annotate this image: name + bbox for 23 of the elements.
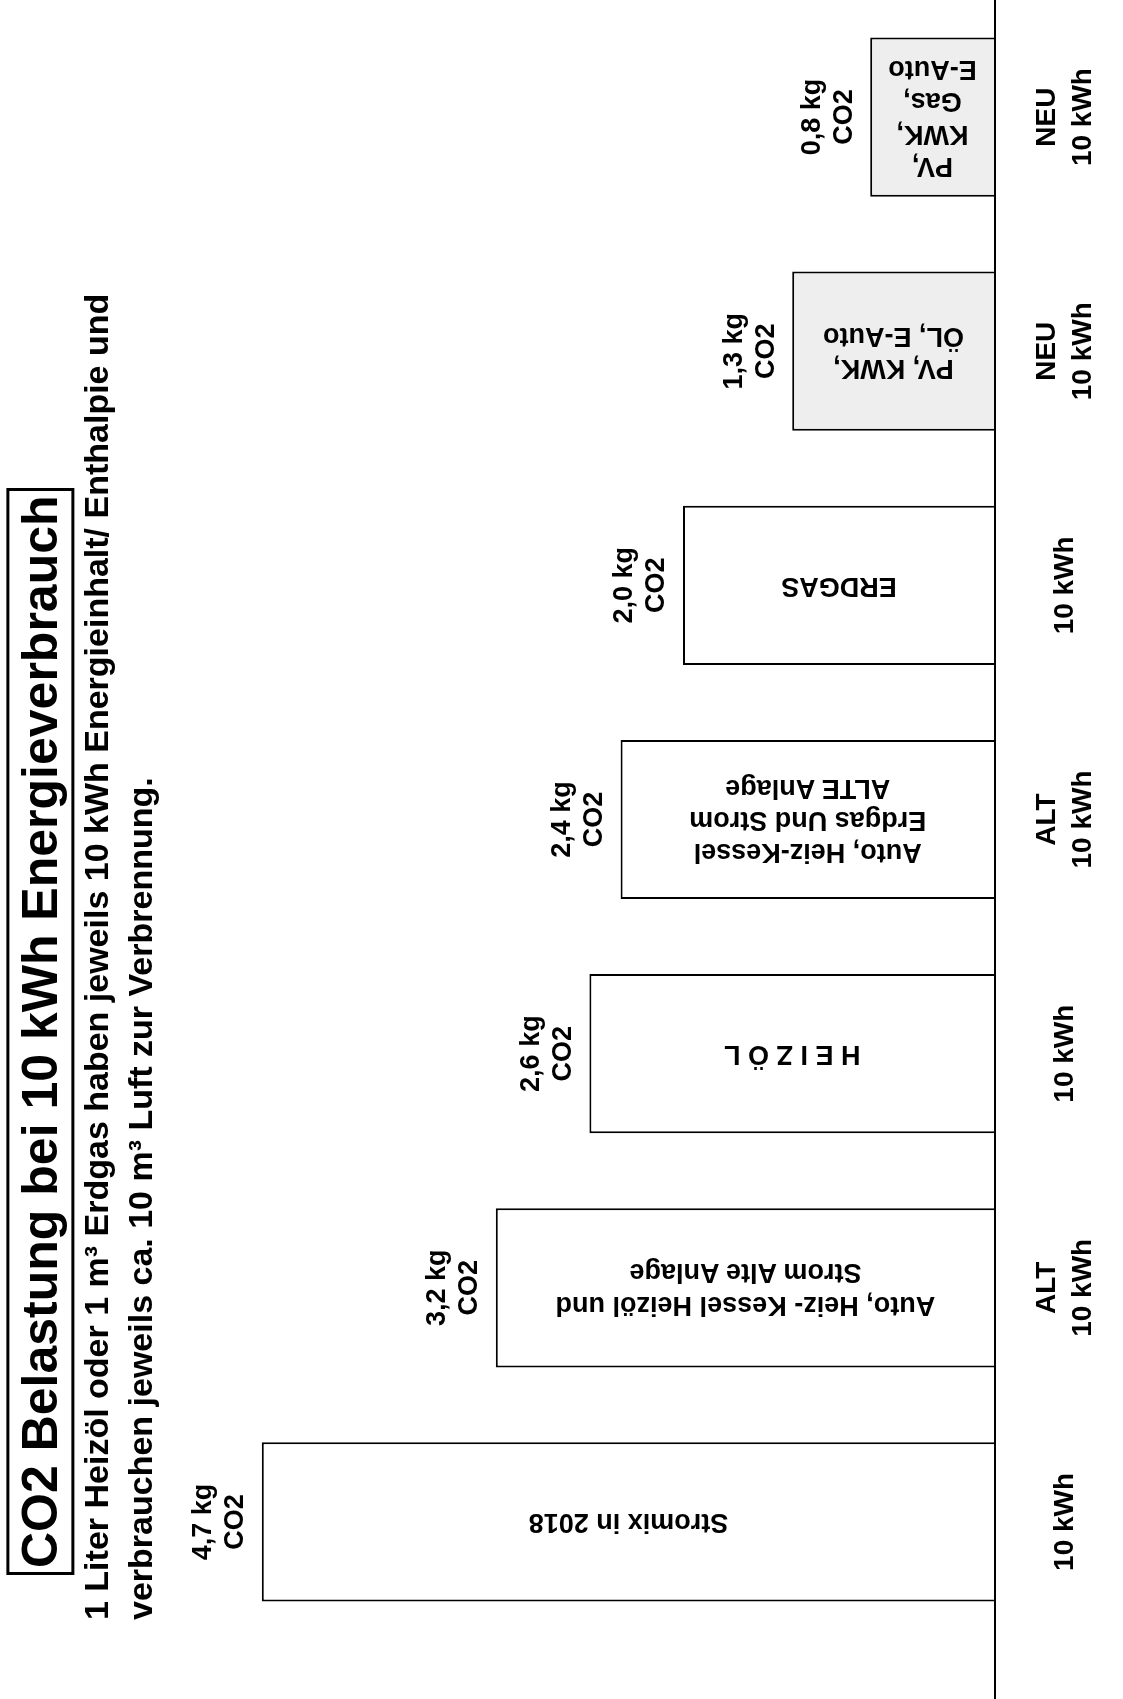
annotation: PV, KWK, ÖL, E-Auto	[823, 321, 965, 384]
annotation: Stromix in 2018	[528, 1508, 729, 1539]
data-label: 0,8 kg CO2	[795, 78, 858, 156]
data-label: 2,6 kg CO2	[514, 1015, 577, 1092]
data-label: 4,7 kg CO2	[187, 1483, 250, 1561]
y-tick-label: 10 kWh	[1047, 536, 1079, 635]
text: CO2 Belastung bei 10 kWh Energieverbrauch	[6, 488, 74, 1575]
y-tick-label: ALT 10 kWh	[1029, 1238, 1097, 1337]
annotation: H E I Z Ö L	[723, 1040, 861, 1071]
y-tick-label: 10 kWh	[1047, 1472, 1079, 1571]
text: 1 Liter Heizöl oder 1 m³ Erdgas haben jeweils 10 kWh Energieinhalt/ Enthalpie und verbrauchen jeweils ca. 10 m³ Luft zur Verbrennung.	[76, 292, 161, 1620]
data-label: 2,0 kg CO2	[608, 547, 671, 624]
y-tick-label: ALT 10 kWh	[1029, 770, 1097, 869]
y-tick-label: 10 kWh	[1047, 1004, 1079, 1103]
annotation: Auto, Heiz-Kessel Erdgas Und Strom ALTE Anlage	[689, 773, 927, 869]
data-label: 1,3 kg CO2	[717, 312, 780, 390]
y-tick-label: NEU 10 kWh	[1029, 302, 1097, 401]
data-label: 3,2 kg CO2	[421, 1249, 484, 1327]
y-tick-label: NEU 10 kWh	[1029, 68, 1097, 167]
annotation: Auto, Heiz- Kessel Heizöl und Strom Alte Anlage	[555, 1258, 936, 1321]
annotation: ERDGAS	[781, 571, 897, 602]
annotation: PV, KWK, Gas, E-Auto	[888, 55, 977, 183]
data-label: 2,4 kg CO2	[546, 781, 609, 858]
